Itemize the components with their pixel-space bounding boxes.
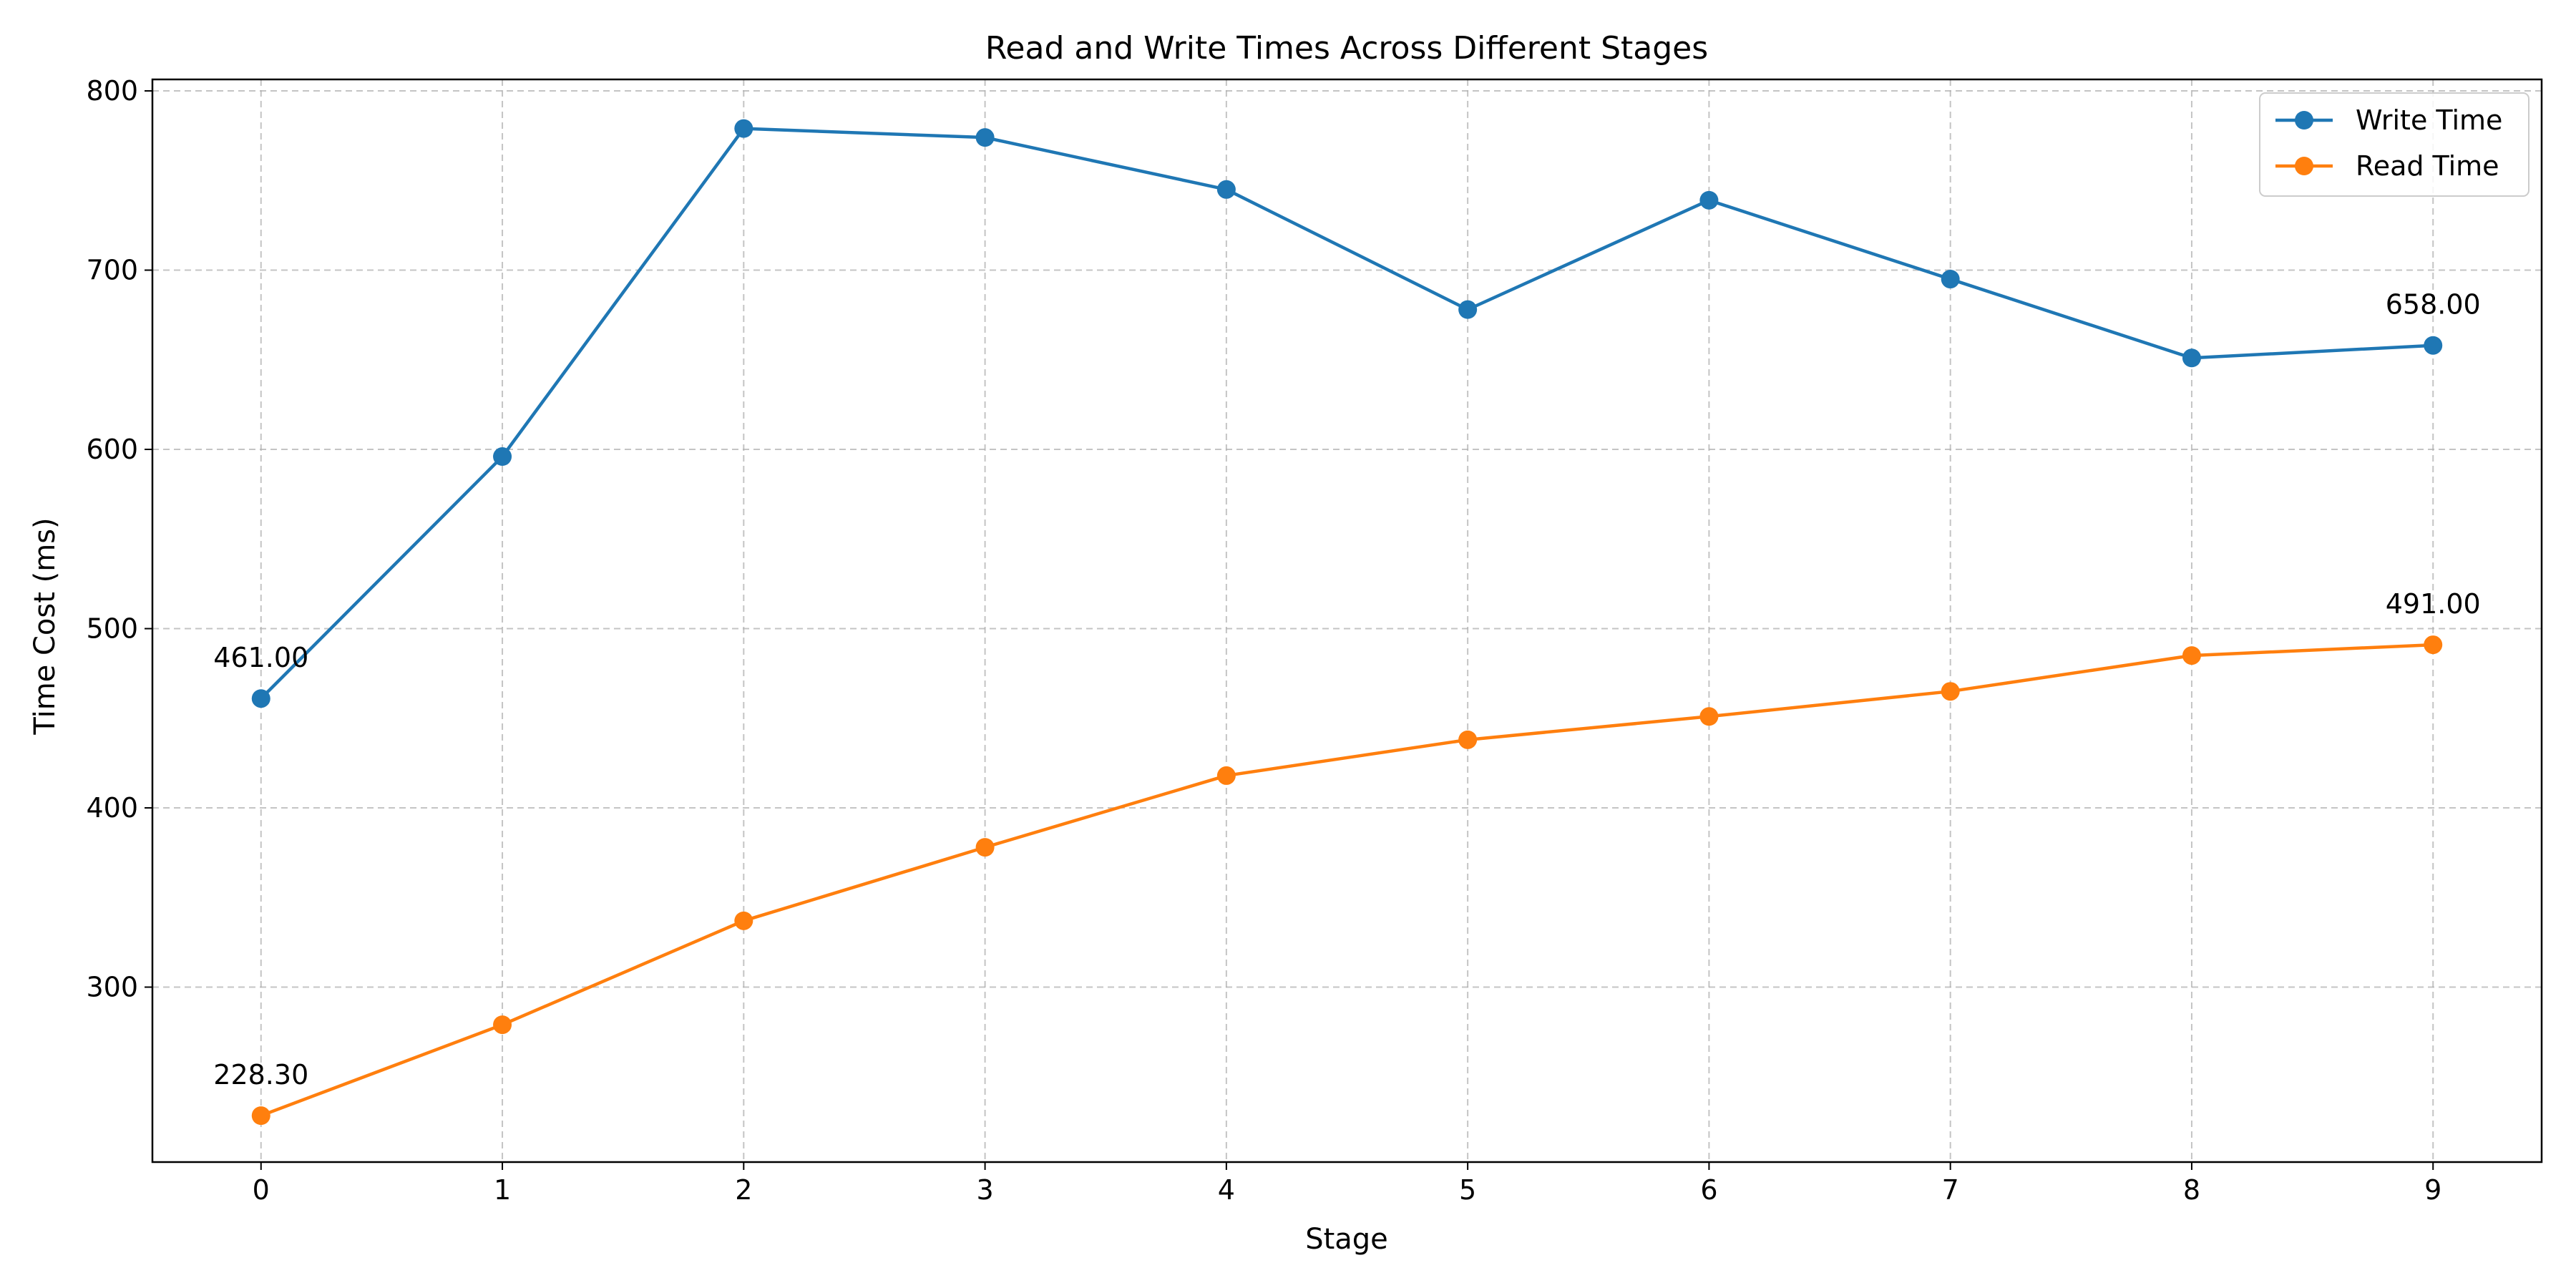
write-time-point bbox=[734, 119, 753, 138]
data-label: 491.00 bbox=[2386, 588, 2481, 620]
read-time-point bbox=[2182, 646, 2201, 665]
x-tick-label: 9 bbox=[2424, 1174, 2441, 1206]
read-time-point bbox=[1941, 682, 1960, 701]
legend: Write Time Read Time bbox=[2259, 92, 2529, 197]
write-time-legend-marker bbox=[2295, 111, 2313, 130]
series-layer bbox=[251, 119, 2443, 1126]
grid-lines bbox=[152, 79, 2542, 1162]
y-tick-label: 400 bbox=[86, 792, 138, 824]
x-tick-label: 4 bbox=[1218, 1174, 1235, 1206]
data-label: 658.00 bbox=[2386, 289, 2481, 321]
axis-ticks: 0 1 2 3 4 5 6 7 8 9 300 400 500 600 700 800 bbox=[86, 75, 2441, 1206]
write-time-point bbox=[1458, 300, 1478, 319]
write-time-point bbox=[2424, 336, 2443, 355]
read-time-point bbox=[734, 911, 753, 930]
x-tick-label: 8 bbox=[2183, 1174, 2200, 1206]
x-tick-label: 2 bbox=[735, 1174, 752, 1206]
x-tick-label: 3 bbox=[976, 1174, 993, 1206]
x-tick-label: 6 bbox=[1700, 1174, 1717, 1206]
read-time-point bbox=[975, 838, 995, 857]
write-time-point bbox=[2182, 348, 2201, 368]
read-time-point bbox=[2424, 635, 2443, 655]
x-axis-label: Stage bbox=[1305, 1223, 1388, 1256]
data-label: 228.30 bbox=[213, 1059, 308, 1091]
x-tick-label: 5 bbox=[1459, 1174, 1476, 1206]
read-time-point bbox=[251, 1106, 270, 1126]
write-time-line bbox=[259, 127, 2435, 701]
read-time-point bbox=[1699, 707, 1719, 726]
x-tick-label: 0 bbox=[253, 1174, 270, 1206]
y-tick-label: 300 bbox=[86, 972, 138, 1003]
write-time-point bbox=[251, 689, 270, 708]
read-time-legend-label: Read Time bbox=[2356, 150, 2499, 182]
plot-frame bbox=[151, 78, 2543, 1163]
y-tick-label: 500 bbox=[86, 613, 138, 645]
read-time-point bbox=[1458, 730, 1478, 749]
read-time-point bbox=[493, 1015, 512, 1035]
y-tick-label: 800 bbox=[86, 75, 138, 107]
y-tick-label: 600 bbox=[86, 434, 138, 465]
write-time-point bbox=[975, 128, 995, 147]
annotations: 461.00 658.00 228.30 491.00 bbox=[213, 289, 2480, 1091]
write-time-point bbox=[1216, 180, 1236, 199]
read-time-legend-marker bbox=[2295, 157, 2313, 175]
y-tick-label: 700 bbox=[86, 255, 138, 286]
write-time-point bbox=[1941, 270, 1960, 289]
x-tick-label: 1 bbox=[494, 1174, 511, 1206]
x-tick-label: 7 bbox=[1942, 1174, 1959, 1206]
write-time-point bbox=[1699, 190, 1719, 210]
data-label: 461.00 bbox=[213, 642, 308, 673]
y-axis-label: Time Cost (ms) bbox=[29, 517, 62, 735]
write-time-point bbox=[493, 447, 512, 467]
chart-title: Read and Write Times Across Different St… bbox=[985, 30, 1708, 67]
read-time-point bbox=[1216, 766, 1236, 785]
write-time-legend-label: Write Time bbox=[2356, 104, 2502, 136]
read-time-line bbox=[259, 643, 2435, 1118]
